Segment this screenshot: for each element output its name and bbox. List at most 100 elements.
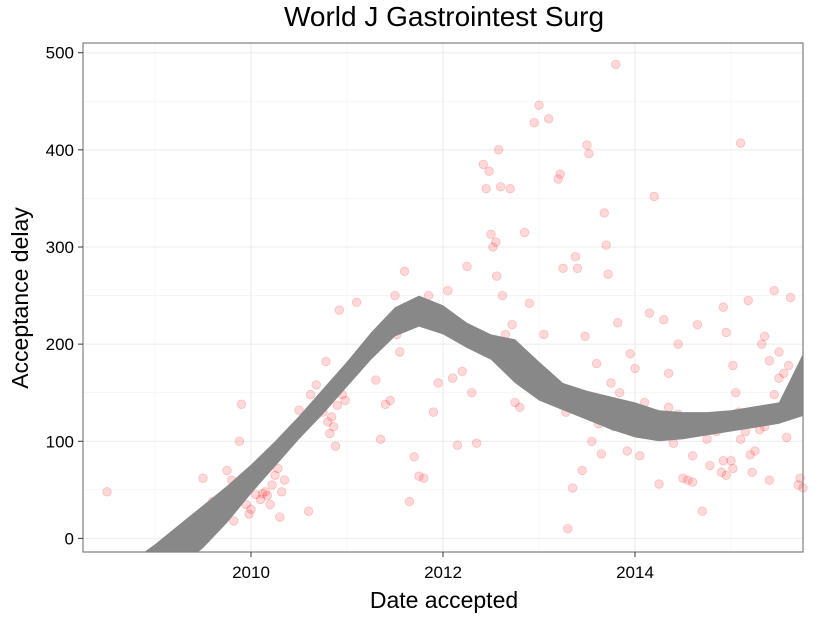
chart-title: World J Gastrointest Surg: [284, 1, 604, 32]
data-point: [764, 355, 775, 366]
data-point: [484, 166, 494, 176]
data-point: [102, 487, 112, 497]
data-point: [728, 463, 738, 474]
data-point: [764, 475, 775, 485]
y-axis: 0 100 200 300 400 500: [46, 44, 83, 548]
x-axis-title: Date accepted: [370, 587, 518, 613]
data-point: [563, 523, 573, 534]
y-tick-label: 200: [46, 335, 74, 354]
data-point: [731, 387, 741, 398]
data-point: [673, 339, 683, 349]
data-point: [275, 512, 285, 522]
smooth-band-area: [144, 295, 803, 552]
data-point: [702, 434, 712, 445]
smooth-band: [144, 295, 803, 552]
data-point: [687, 477, 698, 487]
data-point: [649, 191, 659, 202]
data-point: [721, 470, 731, 480]
data-point: [697, 506, 707, 516]
data-point: [273, 463, 283, 474]
data-point: [198, 473, 208, 483]
data-point: [486, 229, 496, 240]
data-point: [553, 174, 563, 184]
data-point: [705, 460, 715, 471]
data-point: [390, 290, 400, 301]
data-point: [488, 242, 498, 252]
data-point: [505, 184, 515, 194]
y-tick-label: 400: [46, 141, 74, 160]
data-point: [630, 363, 640, 374]
data-point: [625, 349, 635, 359]
data-point: [330, 441, 341, 451]
data-point: [577, 465, 587, 476]
data-point: [462, 261, 472, 272]
data-point: [622, 446, 633, 456]
data-point: [326, 412, 337, 422]
data-point: [257, 489, 268, 499]
data-point: [785, 292, 796, 303]
data-point: [478, 159, 489, 170]
y-tick-label: 100: [46, 432, 74, 451]
data-point: [524, 298, 535, 309]
data-point: [599, 208, 609, 218]
data-point: [774, 347, 784, 357]
data-point: [779, 368, 789, 378]
data-point: [654, 479, 664, 489]
data-point: [783, 360, 794, 371]
data-point: [721, 327, 731, 338]
data-point: [515, 402, 525, 412]
data-point: [510, 397, 520, 408]
data-point: [452, 440, 463, 450]
data-point: [587, 436, 597, 446]
data-point: [351, 297, 362, 308]
data-point: [255, 494, 266, 505]
data-point: [529, 117, 539, 128]
data-point: [543, 114, 554, 124]
data-point: [582, 140, 592, 150]
data-point: [380, 399, 391, 410]
data-point: [635, 451, 645, 461]
data-point: [428, 407, 439, 417]
data-point: [572, 263, 583, 274]
data-point: [371, 375, 381, 385]
data-point: [323, 417, 333, 427]
data-point: [534, 100, 544, 110]
data-point: [795, 473, 805, 483]
data-point: [781, 432, 792, 443]
data-point: [305, 389, 316, 400]
data-point: [507, 319, 517, 330]
data-point: [332, 400, 343, 411]
data-point: [491, 237, 501, 247]
data-point: [584, 149, 594, 159]
data-point: [769, 286, 779, 296]
data-point: [246, 504, 256, 514]
data-point: [279, 475, 290, 485]
data-point: [236, 399, 247, 410]
data-point: [270, 470, 280, 480]
data-point: [495, 182, 506, 192]
data-point: [614, 387, 625, 398]
data-point: [663, 402, 674, 412]
data-point: [606, 378, 616, 388]
data-point: [611, 59, 621, 70]
data-point: [443, 286, 453, 296]
data-point: [267, 480, 277, 490]
data-point: [399, 266, 410, 276]
data-point: [409, 452, 419, 462]
data-point: [718, 455, 729, 466]
data-point: [759, 331, 770, 342]
data-point: [716, 467, 727, 478]
plot-area: [82, 42, 808, 553]
data-point: [769, 389, 779, 400]
data-point: [519, 227, 530, 238]
data-point: [294, 405, 304, 415]
data-point: [539, 329, 549, 340]
x-axis: 2010 2012 2014: [232, 552, 654, 582]
y-tick-label: 0: [65, 529, 74, 548]
data-point: [328, 421, 339, 432]
data-point: [687, 451, 698, 461]
data-point: [678, 473, 688, 483]
data-point: [334, 305, 345, 315]
data-point: [743, 295, 753, 306]
data-point: [601, 240, 611, 250]
